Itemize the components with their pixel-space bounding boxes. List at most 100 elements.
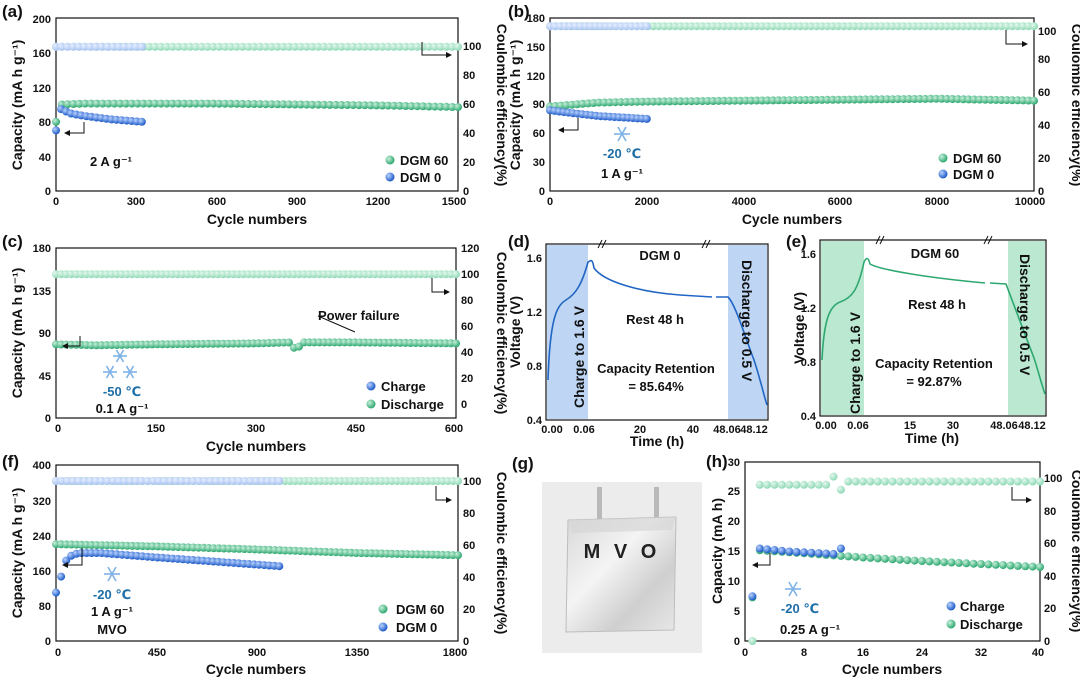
discharge-capacity-point: [895, 555, 904, 564]
capacity-point-dgm60: [244, 100, 253, 108]
legend-marker-dgm60: [385, 155, 395, 165]
y-tick: 1.6: [527, 253, 542, 265]
ce-point-dgm0: [149, 477, 158, 485]
capacity-point-dgm60: [720, 96, 728, 105]
discharge-capacity-point: [1021, 562, 1030, 571]
discharge-label-d: Discharge to 0.5 V: [739, 260, 755, 382]
ce-point-dgm60: [349, 42, 358, 51]
y-tick: 60: [533, 128, 545, 140]
voltage-curve-d: [547, 259, 768, 406]
capacity-point-dgm60: [75, 99, 84, 108]
discharge-capacity-point: [844, 552, 853, 561]
y2-tick: 0: [463, 186, 469, 198]
condition-c: 0.1 A g⁻¹: [96, 401, 149, 416]
ce-point: [954, 477, 963, 486]
ce-point-dgm60: [221, 42, 229, 51]
x-ticks-d: 0.00 0.06 20 40 48.06 48.12: [541, 424, 767, 436]
ce-point-dgm0: [80, 477, 89, 485]
rest-label-e: Rest 48 h: [908, 297, 966, 312]
legend-marker-dgm0: [378, 622, 388, 632]
ce-point: [977, 477, 985, 486]
capacity-point-dgm60: [407, 102, 416, 111]
arrow-head-icon: [446, 497, 452, 503]
legend-label: DGM 0: [400, 170, 441, 185]
y2-tick: 20: [1044, 603, 1056, 615]
y2-tick: 40: [1038, 120, 1050, 132]
y-tick: 90: [39, 328, 51, 340]
capacity-point-dgm60: [325, 100, 334, 109]
discharge-capacity-point: [999, 561, 1008, 570]
y2-tick: 100: [1044, 473, 1062, 485]
x-tick: 300: [127, 196, 145, 208]
ce-point: [910, 477, 919, 486]
discharge-capacity-point: [925, 557, 934, 566]
capacity-point-dgm60: [430, 102, 439, 111]
legend-marker-dgm0: [385, 172, 395, 182]
x-axis-title-e: Time (h): [905, 430, 959, 446]
ce-point: [800, 480, 808, 489]
ce-point-dgm0: [275, 477, 284, 485]
capacity-point-dgm60: [180, 99, 189, 108]
temperature-c: -50 ℃: [103, 384, 141, 399]
y-axis-title-f: Capacity (mA h g⁻¹): [9, 488, 25, 619]
ce-point-dgm0: [57, 42, 66, 51]
capacity-point-dgm60: [238, 99, 247, 108]
ce-point-dgm60: [1008, 22, 1017, 31]
discharge-capacity-point: [859, 553, 867, 562]
ce-point: [947, 477, 956, 486]
capacity-point-dgm60: [69, 100, 78, 108]
ce-point-dgm60: [709, 22, 718, 31]
ce-point: [792, 480, 801, 489]
capacity-point-dgm60: [92, 99, 101, 108]
ce-point-dgm60: [389, 42, 398, 51]
ce-point: [785, 480, 794, 489]
y2-ticks-f: 0 20 40 60 80 100: [463, 476, 481, 648]
x-tick: 6000: [828, 196, 852, 208]
ce-point-dgm60: [308, 42, 317, 51]
x-tick: 0.00: [815, 420, 836, 432]
x-tick: 150: [147, 423, 165, 435]
arrow-head-icon: [64, 130, 70, 136]
axis-arrow-left: [64, 336, 81, 347]
axis-arrow-left: [64, 548, 83, 566]
ce-point-dgm0: [155, 477, 164, 485]
ce-point-dgm0: [132, 477, 141, 485]
charge-capacity-point: [836, 544, 845, 553]
capacity-point-dgm60: [121, 99, 130, 108]
ce-point-dgm60: [747, 22, 756, 31]
capacity-point-dgm60: [267, 100, 276, 109]
arrow-head-icon: [1022, 41, 1028, 47]
legend-label: Discharge: [960, 617, 1023, 632]
ce-point-dgm60: [250, 42, 259, 51]
capacity-point-dgm60: [320, 100, 328, 109]
ce-point-dgm60: [442, 42, 451, 51]
panel-label-f: (f): [2, 452, 19, 471]
axis-arrow-right: [1011, 487, 1030, 501]
x-tick: 15: [904, 420, 916, 432]
snowflake-icon: [785, 581, 801, 597]
y-tick: 80: [39, 601, 51, 613]
ce-point: [829, 472, 838, 481]
ce-point-dgm0: [246, 477, 255, 485]
ce-point-dgm60: [325, 42, 334, 51]
ce-point: [836, 485, 845, 494]
x-ticks-b: 0 2000 4000 6000 8000 10000: [547, 196, 1045, 208]
ce-point-dgm60: [290, 42, 299, 51]
arrow-head-icon: [446, 52, 452, 58]
ce-point-dgm0: [63, 42, 72, 51]
y2-tick: 100: [463, 476, 481, 488]
y-axis-title-c: Capacity (mA h g⁻¹): [9, 268, 25, 399]
discharge-capacity-point: [991, 560, 1000, 569]
y2-ticks-h: 0 20 40 60 80 100: [1044, 473, 1062, 648]
y-tick: 200: [33, 14, 51, 26]
ce-point-dgm60: [807, 22, 815, 31]
y2-tick: 20: [463, 157, 475, 169]
capacity-point-dgm60: [378, 101, 387, 110]
ce-point-dgm0: [200, 477, 209, 485]
ce-point: [925, 477, 934, 486]
ce-point-dgm60: [763, 22, 772, 31]
capacity-point-dgm60: [162, 99, 171, 108]
ce-point: [763, 480, 772, 489]
ce-point-dgm0: [92, 42, 100, 51]
